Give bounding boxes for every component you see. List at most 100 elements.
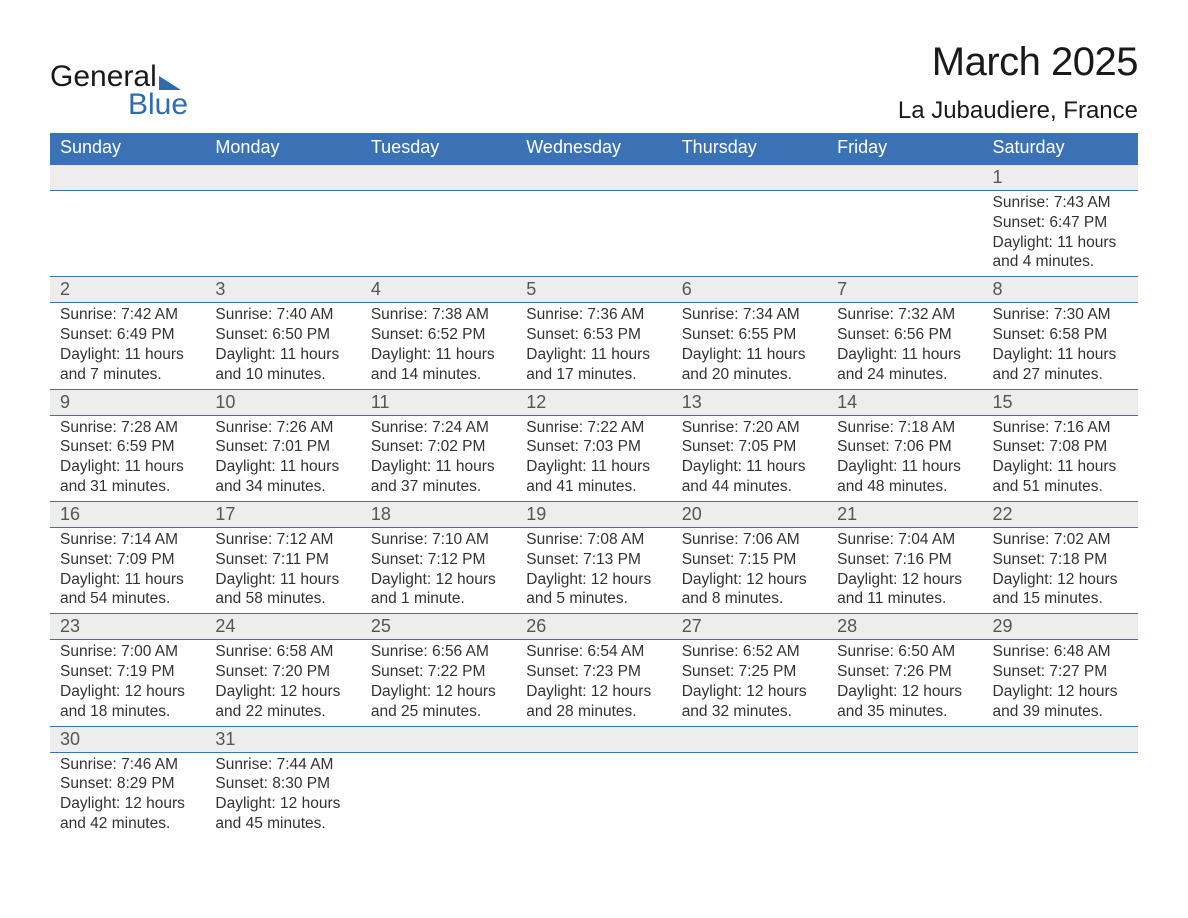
sunset-text: Sunset: 7:19 PM <box>60 662 195 682</box>
day-number <box>361 165 516 189</box>
day-number <box>672 165 827 189</box>
day-number: 13 <box>672 390 827 415</box>
sunrise-text: Sunrise: 6:52 AM <box>682 642 817 662</box>
day-number: 4 <box>361 277 516 302</box>
day-detail: Sunrise: 6:52 AMSunset: 7:25 PMDaylight:… <box>672 640 827 725</box>
day-detail: Sunrise: 7:22 AMSunset: 7:03 PMDaylight:… <box>516 416 671 501</box>
daylight-text: Daylight: 12 hours and 8 minutes. <box>682 570 817 610</box>
daylight-text: Daylight: 11 hours and 51 minutes. <box>993 457 1128 497</box>
daylight-text: Daylight: 12 hours and 45 minutes. <box>215 794 350 834</box>
daylight-text: Daylight: 11 hours and 27 minutes. <box>993 345 1128 385</box>
day-number: 30 <box>50 727 205 752</box>
sunrise-text: Sunrise: 6:50 AM <box>837 642 972 662</box>
day-number <box>516 727 671 751</box>
day-detail: Sunrise: 7:40 AMSunset: 6:50 PMDaylight:… <box>205 303 360 388</box>
sunset-text: Sunset: 7:11 PM <box>215 550 350 570</box>
day-detail <box>827 191 982 211</box>
day-number <box>827 165 982 189</box>
daylight-text: Daylight: 11 hours and 58 minutes. <box>215 570 350 610</box>
sunset-text: Sunset: 6:52 PM <box>371 325 506 345</box>
day-number: 6 <box>672 277 827 302</box>
sunrise-text: Sunrise: 7:02 AM <box>993 530 1128 550</box>
day-detail <box>827 753 982 773</box>
sunrise-text: Sunrise: 7:43 AM <box>993 193 1128 213</box>
day-detail: Sunrise: 6:56 AMSunset: 7:22 PMDaylight:… <box>361 640 516 725</box>
detail-row: Sunrise: 7:43 AMSunset: 6:47 PMDaylight:… <box>50 191 1138 277</box>
daylight-text: Daylight: 12 hours and 15 minutes. <box>993 570 1128 610</box>
day-detail: Sunrise: 7:02 AMSunset: 7:18 PMDaylight:… <box>983 528 1138 613</box>
daylight-text: Daylight: 11 hours and 14 minutes. <box>371 345 506 385</box>
sunrise-text: Sunrise: 7:16 AM <box>993 418 1128 438</box>
daylight-text: Daylight: 11 hours and 37 minutes. <box>371 457 506 497</box>
day-number: 15 <box>983 390 1138 415</box>
day-number: 5 <box>516 277 671 302</box>
sunrise-text: Sunrise: 6:48 AM <box>993 642 1128 662</box>
day-detail: Sunrise: 7:44 AMSunset: 8:30 PMDaylight:… <box>205 753 360 838</box>
sunrise-text: Sunrise: 7:06 AM <box>682 530 817 550</box>
day-number <box>983 727 1138 751</box>
title-block: March 2025 La Jubaudiere, France <box>898 40 1138 125</box>
sunset-text: Sunset: 7:09 PM <box>60 550 195 570</box>
daylight-text: Daylight: 12 hours and 42 minutes. <box>60 794 195 834</box>
daylight-text: Daylight: 12 hours and 28 minutes. <box>526 682 661 722</box>
sunset-text: Sunset: 8:30 PM <box>215 774 350 794</box>
logo-text-blue: Blue <box>128 88 188 122</box>
day-number <box>516 165 671 189</box>
daylight-text: Daylight: 11 hours and 7 minutes. <box>60 345 195 385</box>
sunset-text: Sunset: 7:23 PM <box>526 662 661 682</box>
day-detail: Sunrise: 7:28 AMSunset: 6:59 PMDaylight:… <box>50 416 205 501</box>
sunset-text: Sunset: 6:55 PM <box>682 325 817 345</box>
sunrise-text: Sunrise: 7:40 AM <box>215 305 350 325</box>
day-detail: Sunrise: 7:04 AMSunset: 7:16 PMDaylight:… <box>827 528 982 613</box>
sunrise-text: Sunrise: 7:22 AM <box>526 418 661 438</box>
sunset-text: Sunset: 7:06 PM <box>837 437 972 457</box>
day-number: 27 <box>672 614 827 639</box>
day-detail: Sunrise: 7:26 AMSunset: 7:01 PMDaylight:… <box>205 416 360 501</box>
logo: General Blue <box>50 40 188 122</box>
calendar-table: Sunday Monday Tuesday Wednesday Thursday… <box>50 133 1138 838</box>
day-detail <box>516 753 671 773</box>
day-detail: Sunrise: 6:50 AMSunset: 7:26 PMDaylight:… <box>827 640 982 725</box>
daylight-text: Daylight: 11 hours and 31 minutes. <box>60 457 195 497</box>
daylight-text: Daylight: 11 hours and 34 minutes. <box>215 457 350 497</box>
day-number: 14 <box>827 390 982 415</box>
weekday-header: Wednesday <box>516 133 671 165</box>
day-number: 19 <box>516 502 671 527</box>
day-number: 21 <box>827 502 982 527</box>
day-number: 25 <box>361 614 516 639</box>
daylight-text: Daylight: 12 hours and 25 minutes. <box>371 682 506 722</box>
daylight-text: Daylight: 12 hours and 35 minutes. <box>837 682 972 722</box>
weekday-header: Sunday <box>50 133 205 165</box>
sunset-text: Sunset: 7:27 PM <box>993 662 1128 682</box>
sunrise-text: Sunrise: 7:00 AM <box>60 642 195 662</box>
day-number: 28 <box>827 614 982 639</box>
page-title: March 2025 <box>898 40 1138 85</box>
weekday-header: Thursday <box>672 133 827 165</box>
day-number: 11 <box>361 390 516 415</box>
weekday-header: Saturday <box>983 133 1138 165</box>
sunset-text: Sunset: 6:56 PM <box>837 325 972 345</box>
day-detail: Sunrise: 7:14 AMSunset: 7:09 PMDaylight:… <box>50 528 205 613</box>
day-number: 16 <box>50 502 205 527</box>
day-detail: Sunrise: 7:34 AMSunset: 6:55 PMDaylight:… <box>672 303 827 388</box>
sunrise-text: Sunrise: 6:54 AM <box>526 642 661 662</box>
day-detail <box>361 191 516 211</box>
day-detail: Sunrise: 7:30 AMSunset: 6:58 PMDaylight:… <box>983 303 1138 388</box>
sunset-text: Sunset: 8:29 PM <box>60 774 195 794</box>
day-number: 8 <box>983 277 1138 302</box>
sunset-text: Sunset: 6:59 PM <box>60 437 195 457</box>
sunset-text: Sunset: 6:49 PM <box>60 325 195 345</box>
day-number: 10 <box>205 390 360 415</box>
sunrise-text: Sunrise: 6:58 AM <box>215 642 350 662</box>
daylight-text: Daylight: 12 hours and 18 minutes. <box>60 682 195 722</box>
sunset-text: Sunset: 7:08 PM <box>993 437 1128 457</box>
daynum-row: 16171819202122 <box>50 501 1138 527</box>
daylight-text: Daylight: 11 hours and 17 minutes. <box>526 345 661 385</box>
daylight-text: Daylight: 11 hours and 10 minutes. <box>215 345 350 385</box>
sunset-text: Sunset: 7:15 PM <box>682 550 817 570</box>
day-number: 24 <box>205 614 360 639</box>
day-number: 22 <box>983 502 1138 527</box>
day-detail: Sunrise: 7:24 AMSunset: 7:02 PMDaylight:… <box>361 416 516 501</box>
sunset-text: Sunset: 7:22 PM <box>371 662 506 682</box>
day-number: 29 <box>983 614 1138 639</box>
